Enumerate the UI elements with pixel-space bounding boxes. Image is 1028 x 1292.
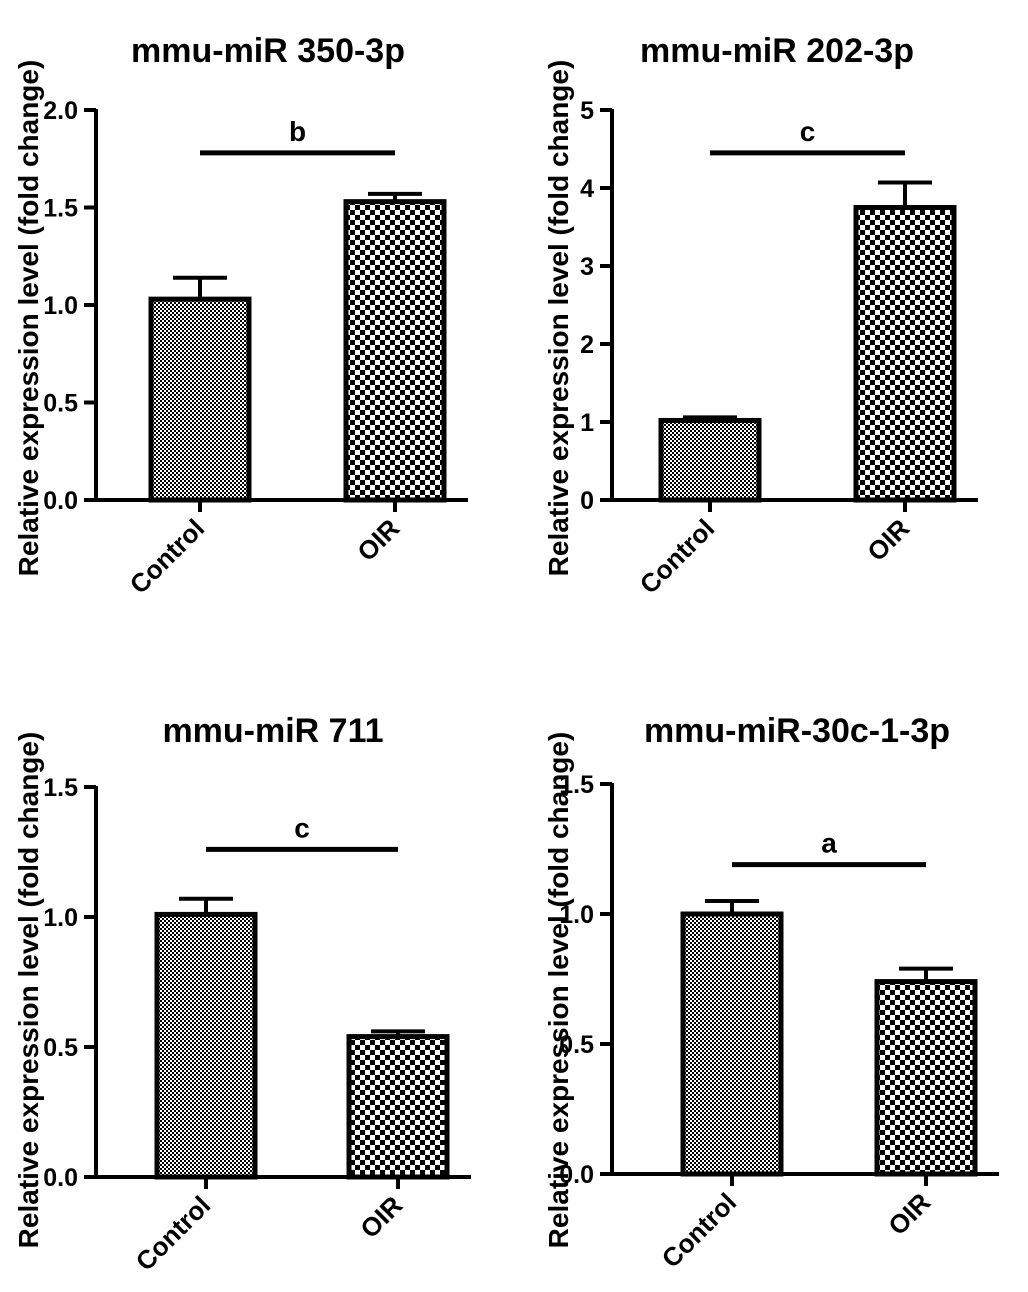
significance-label: c	[800, 116, 816, 147]
significance-label: b	[289, 116, 306, 147]
x-tick-label: OIR	[354, 1190, 408, 1244]
bar-oir	[343, 199, 447, 503]
chart-panel: mmu-miR 350-3p Relative expression level …	[13, 32, 468, 600]
x-tick-label: Control	[634, 513, 721, 600]
y-tick-label: 1.5	[43, 195, 78, 223]
y-tick-label: 0.0	[43, 1164, 78, 1192]
y-tick-label: 2	[580, 331, 594, 359]
significance-label: a	[821, 828, 837, 859]
y-tick-label: 1.0	[559, 901, 594, 929]
y-tick-label: 4	[580, 175, 594, 203]
y-tick-label: 1.5	[559, 771, 594, 799]
x-tick-label: OIR	[882, 1187, 936, 1241]
y-tick-label: 0.0	[559, 1161, 594, 1189]
y-axis-label: Relative expression level (fold change)	[13, 732, 44, 1249]
chart-title: mmu-miR 711	[162, 712, 383, 750]
bar-control	[658, 417, 762, 503]
significance-label: c	[294, 812, 310, 843]
chart-panel: mmu-miR-30c-1-3p Relative expression leve…	[543, 712, 999, 1274]
chart-panel: mmu-miR 711 Relative expression level (fo…	[13, 712, 471, 1277]
y-tick-label: 1.0	[43, 292, 78, 320]
y-tick-label: 5	[580, 97, 594, 125]
y-tick-label: 3	[580, 253, 594, 281]
y-tick-label: 0	[580, 487, 594, 515]
bar-control	[148, 296, 252, 503]
x-tick-label: OIR	[861, 513, 915, 567]
y-tick-label: 0.5	[43, 1034, 78, 1062]
chart-panel: mmu-miR 202-3p Relative expression level …	[543, 32, 978, 600]
y-tick-label: 0.0	[43, 487, 78, 515]
x-tick-label: Control	[130, 1190, 217, 1277]
y-tick-label: 0.5	[43, 390, 78, 418]
y-axis-label: Relative expression level (fold change)	[543, 60, 574, 577]
x-tick-label: OIR	[351, 513, 405, 567]
y-tick-label: 1	[580, 409, 594, 437]
bar-oir	[346, 1034, 450, 1180]
chart-title: mmu-miR 202-3p	[640, 32, 914, 70]
y-axis-label: Relative expression level (fold change)	[13, 60, 44, 577]
y-tick-label: 2.0	[43, 97, 78, 125]
x-tick-label: Control	[656, 1187, 743, 1274]
bar-control	[154, 911, 258, 1180]
chart-title: mmu-miR-30c-1-3p	[644, 712, 950, 750]
chart-title: mmu-miR 350-3p	[131, 32, 405, 70]
y-tick-label: 1.5	[43, 774, 78, 802]
y-tick-label: 1.0	[43, 904, 78, 932]
bar-oir	[853, 205, 957, 503]
y-axis-label: Relative expression level (fold change)	[543, 732, 574, 1249]
y-tick-label: 0.5	[559, 1031, 594, 1059]
bar-control	[680, 911, 784, 1177]
x-tick-label: Control	[124, 513, 211, 600]
bar-oir	[874, 979, 978, 1177]
